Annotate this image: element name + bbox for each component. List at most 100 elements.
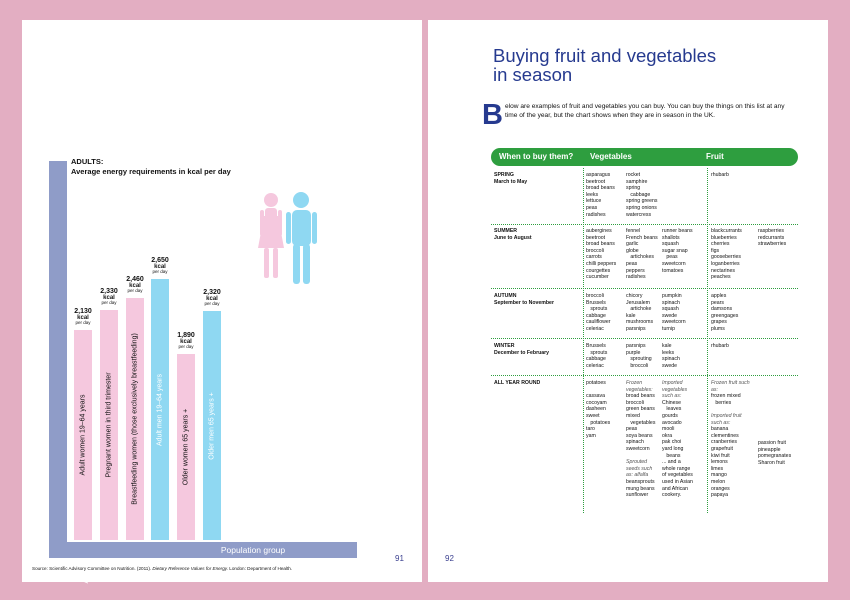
season-label-winter: WINTER December to February (494, 343, 549, 357)
list-heading: Frozen fruit such (711, 380, 750, 386)
list-item: broccoli (626, 399, 644, 406)
season-months: December to February (494, 350, 550, 356)
value-per-day: per day (152, 269, 168, 274)
list-item: Chinese (662, 399, 682, 406)
list-item: sugar snap (662, 247, 688, 254)
list-item: limes (711, 465, 724, 472)
bar-value-label: 1,890 kcal per day (166, 332, 206, 350)
list-item: celeriac (586, 325, 604, 332)
page-number: 92 (445, 554, 454, 563)
list-item: mung beans (626, 485, 655, 492)
list-item: cocoyam (586, 399, 607, 406)
list-heading: vegetables (662, 386, 688, 393)
list-heading: vegetables: (626, 386, 653, 393)
list-heading: such as: (711, 419, 731, 426)
value-per-day: per day (101, 300, 117, 305)
bar-chart: Adult women 19–64 years 2,130 kcal per day P… (22, 20, 422, 582)
source-prefix: Source: Scientific Advisory Committee on… (32, 566, 153, 571)
chart-title-line2: Average energy requirements in kcal per … (71, 167, 231, 176)
list-item: radishes (626, 274, 646, 281)
list-item: sunflower (626, 492, 649, 499)
list-item: sprouts (586, 349, 608, 356)
male-figure-icon (286, 192, 317, 284)
list-item: of vegetables (662, 472, 693, 479)
list-item: parsnips (626, 325, 646, 332)
list-item: rhubarb (711, 172, 729, 178)
autumn-fruit1-list: apples pears damsons greengages grapes plums (711, 293, 738, 333)
list-item: sweet (586, 412, 600, 419)
list-item: mooli (662, 426, 675, 433)
list-item: mango (711, 472, 727, 479)
list-item: soya beans (626, 432, 653, 439)
list-item: yam (586, 432, 596, 439)
autumn-veg1-list: broccoli Brussels sprouts cabbage cauliflow… (586, 293, 611, 333)
value-per-day: per day (204, 301, 220, 306)
list-item: globe (626, 247, 639, 254)
list-item: spinach (662, 299, 680, 306)
list-item: pumpkin (662, 293, 682, 299)
list-heading: as: alfalfa (626, 472, 649, 479)
list-item: broccoli (586, 247, 604, 254)
season-label-spring: SPRING March to May (494, 172, 527, 186)
list-item: plums (711, 325, 725, 332)
bar-category-label: Adult men 19–64 years (156, 373, 164, 446)
list-item: mixed (626, 412, 640, 419)
list-item: swede (662, 312, 677, 319)
value-number: 2,320 (203, 289, 221, 296)
list-item: nectarines (711, 267, 735, 274)
list-item: asparagus (586, 172, 611, 178)
allyear-veg1-list: potatoes cassava cocoyam dasheen sweet pota… (586, 380, 610, 439)
value-unit: kcal (180, 339, 192, 345)
season-label-allyear: ALL YEAR ROUND (494, 380, 540, 387)
list-item: oranges (711, 485, 730, 492)
bar-3: Breastfeeding women (those exclusively b… (126, 298, 144, 540)
bar-4: Adult men 19–64 years (151, 279, 169, 540)
spring-fruit1-list: rhubarb (711, 172, 729, 179)
list-item: pineapple (758, 446, 781, 453)
list-item: greengages (711, 312, 739, 319)
list-item: Brussels (586, 299, 606, 306)
list-item: artichokes (626, 254, 654, 261)
list-item: squash (662, 306, 679, 313)
source-title: Dietary Reference Values for Energy. (152, 566, 228, 571)
page-number: 91 (395, 554, 404, 563)
column-divider (707, 168, 708, 513)
list-item: cauliflower (586, 319, 611, 326)
list-item: dasheen (586, 406, 606, 413)
list-item: grapefruit (711, 445, 733, 452)
autumn-veg2-list: chicory Jerusalem artichoke kale mushrooms p… (626, 293, 653, 333)
list-item: radishes (586, 211, 606, 218)
list-item: spring onions (626, 204, 657, 211)
bar-value-label: 2,130 kcal per day (63, 308, 103, 326)
list-item: spring greens (626, 198, 658, 205)
value-unit: kcal (77, 315, 89, 321)
title-line1: Buying fruit and vegetables (493, 45, 717, 66)
bar-6: Older men 65 years + (203, 311, 221, 540)
list-item: lemons (711, 459, 728, 466)
value-number: 2,650 (151, 257, 169, 264)
list-item: watercress (626, 211, 652, 218)
list-item: French beans (626, 234, 658, 241)
list-item: berries (711, 399, 732, 406)
list-item: broad beans (586, 241, 615, 248)
list-item: potatoes (586, 419, 611, 426)
figures-illustration (254, 190, 344, 305)
list-heading: as: (711, 386, 718, 393)
list-item: pears (711, 299, 724, 306)
list-item: taro (586, 426, 595, 433)
intro-text: elow are examples of fruit and vegetable… (504, 103, 785, 119)
drop-cap: B (482, 99, 503, 131)
list-item: grapes (711, 319, 727, 326)
allyear-fruit1-list: Frozen fruit such as: frozen mixed berries… (711, 380, 750, 499)
spring-veg2-list: rocket samphire spring cabbage spring green… (626, 172, 657, 218)
list-item: pak choi (662, 439, 682, 446)
list-item: ... and a (662, 459, 681, 466)
list-heading: Imported fruit (711, 412, 742, 419)
spacer (711, 406, 750, 413)
season-months: March to May (494, 179, 528, 185)
list-item: spinach (662, 356, 680, 363)
list-item: parsnips (626, 343, 646, 349)
list-item: peaches (711, 274, 731, 281)
list-item: damsons (711, 306, 733, 313)
summer-fruit1-list: blackcurrants blueberries cherries figs goos… (711, 228, 742, 281)
